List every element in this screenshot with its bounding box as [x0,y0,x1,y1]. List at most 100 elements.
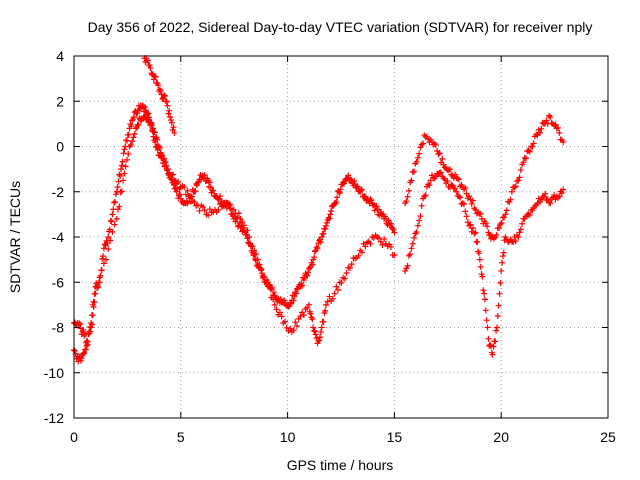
data-point [358,187,365,194]
data-point [552,121,559,128]
data-point [165,110,172,117]
data-point [414,222,421,229]
data-point [493,327,500,334]
data-point [439,155,446,162]
data-point [88,321,95,328]
data-point [132,125,139,132]
data-point [194,179,201,186]
x-tick-label: 15 [387,429,403,445]
data-point [448,181,455,188]
data-point [184,187,191,194]
data-point [403,198,410,205]
data-point [147,65,154,72]
data-point [297,313,304,320]
data-point [498,267,505,274]
data-point [461,201,468,208]
data-point [476,256,483,263]
data-point [318,324,325,331]
data-point [320,230,327,237]
data-point [409,169,416,176]
data-point [516,174,523,181]
data-point [542,190,549,197]
data-point [288,300,295,307]
data-point [348,261,355,268]
data-point [100,253,107,260]
data-point [305,269,312,276]
data-point [171,177,178,184]
data-point [497,221,504,228]
data-point [334,194,341,201]
data-point [413,229,420,236]
data-point [316,337,323,344]
data-point [462,208,469,215]
data-point [254,256,261,263]
data-point [278,313,285,320]
data-point [500,249,507,256]
data-point [390,226,397,233]
data-point [159,96,166,103]
data-point [258,270,265,277]
data-point [98,267,105,274]
data-point [317,239,324,246]
data-point [432,173,439,180]
data-point [515,234,522,240]
data-point [206,179,213,186]
data-point [90,304,97,311]
data-point [556,193,563,200]
data-point [167,114,174,121]
data-point [391,252,398,259]
data-point [457,194,464,201]
data-point [125,150,132,157]
data-point [94,283,101,290]
data-point [176,191,183,198]
data-point [444,178,451,185]
data-point [244,227,251,234]
y-tick-label: -12 [44,410,64,426]
x-tick-label: 5 [177,429,185,445]
data-point [466,222,473,229]
data-point [141,103,148,110]
data-point [417,213,424,220]
data-point [556,129,563,136]
data-point [152,73,159,80]
data-point [127,142,134,149]
data-point [497,279,504,286]
data-point [426,182,433,189]
data-point [154,136,161,143]
data-point [325,214,332,221]
data-point [111,221,118,228]
data-point [498,220,505,226]
data-point [466,193,473,200]
data-point [477,263,484,270]
data-point [84,338,91,345]
data-point [437,169,444,176]
data-point [164,166,171,173]
data-point [346,265,353,272]
data-point [335,286,342,293]
data-point [82,346,89,353]
data-point [522,155,529,162]
y-tick-label: -10 [44,365,64,381]
data-point [537,129,544,136]
data-point [92,290,99,297]
data-point [507,196,514,203]
data-point [547,200,554,207]
data-point [329,295,336,302]
data-point [405,187,412,194]
data-point [162,158,169,165]
data-point [239,219,246,226]
data-point [171,129,178,136]
data-point [379,241,386,248]
x-axis-label: GPS time / hours [287,457,394,473]
data-point [492,338,499,345]
data-point [135,122,142,129]
data-point [495,302,502,309]
x-tick-label: 10 [280,429,296,445]
data-point [81,350,88,357]
data-point [538,125,545,132]
data-point [155,82,162,89]
data-point [560,186,567,193]
y-tick-label: -6 [52,274,65,290]
data-point [144,57,151,64]
data-point [421,193,428,200]
